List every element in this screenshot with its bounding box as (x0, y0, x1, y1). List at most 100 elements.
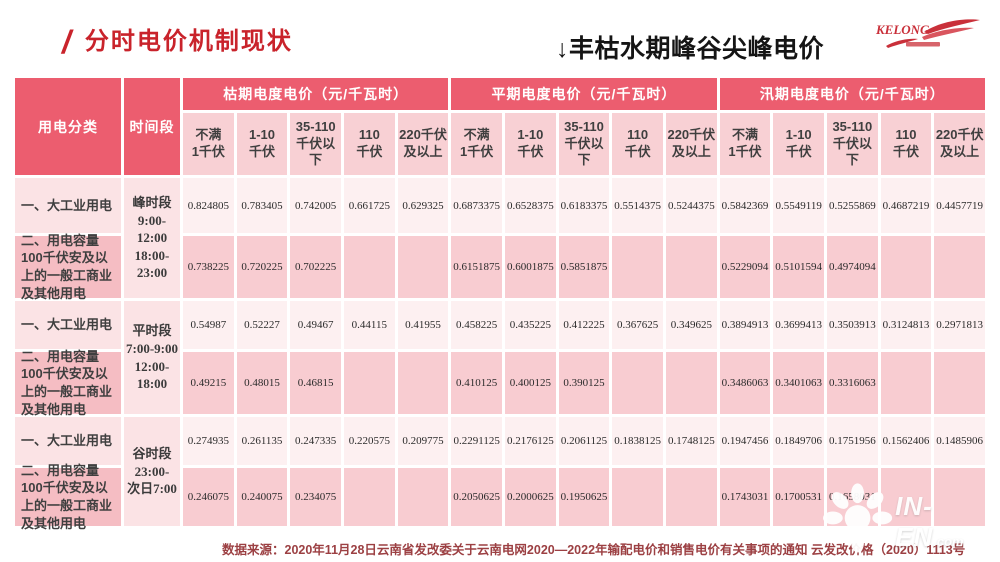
voltage-column-header: 不满 1千伏 (183, 113, 234, 175)
price-cell: 0.783405 (236, 178, 288, 233)
price-cell (612, 468, 663, 526)
voltage-column-header: 不满 1千伏 (719, 113, 771, 175)
price-cell: 0.240075 (236, 468, 288, 526)
voltage-column-header: 1-10 千伏 (505, 113, 556, 175)
price-cell: 0.5851875 (558, 236, 610, 298)
price-cell: 0.5549119 (773, 178, 824, 233)
price-cell: 0.4457719 (934, 178, 985, 233)
category-column-header: 用电分类 (15, 78, 121, 175)
period-group-header: 平期电度电价（元/千瓦时） (451, 78, 717, 110)
voltage-column-header: 35-110 千伏以下 (290, 113, 341, 175)
kelong-logo-icon: KELONG (875, 19, 980, 48)
price-cell: 0.261135 (236, 417, 288, 465)
price-cell: 0.720225 (236, 236, 288, 298)
price-cell (880, 468, 932, 526)
price-cell (344, 236, 395, 298)
price-cell: 0.6001875 (505, 236, 556, 298)
category-cell: 二、用电容量100千伏安及以上的一般工商业及其他用电 (15, 463, 121, 531)
voltage-column-header: 110 千伏 (612, 113, 663, 175)
price-cell: 0.46815 (290, 352, 341, 414)
price-cell: 0.6151875 (451, 236, 502, 298)
price-cell (666, 468, 717, 526)
time-period-cell: 平时段 7:00-9:00 12:00- 18:00 (124, 301, 180, 414)
price-cell: 0.702225 (290, 236, 341, 298)
price-cell: 0.1743031 (719, 468, 771, 526)
price-cell: 0.2050625 (451, 468, 502, 526)
price-cell: 0.48015 (236, 352, 288, 414)
price-cell: 0.5101594 (773, 236, 824, 298)
logo-subtext-mark (906, 42, 940, 47)
price-cell (666, 352, 717, 414)
voltage-column-header: 220千伏 及以上 (397, 113, 449, 175)
category-cell: 一、大工业用电 (15, 178, 121, 233)
title-slash-mark: / (62, 24, 71, 60)
price-cell: 0.390125 (558, 352, 610, 414)
logo-swoosh-mid (922, 27, 974, 40)
period-group-header: 枯期电度电价（元/千瓦时） (183, 78, 449, 110)
price-cell: 0.1849706 (773, 417, 824, 465)
price-cell (612, 236, 663, 298)
price-cell: 0.209775 (397, 417, 449, 465)
price-cell: 0.2000625 (505, 468, 556, 526)
price-cell: 0.458225 (451, 301, 502, 349)
price-cell: 0.4687219 (880, 178, 932, 233)
price-cell: 0.1748125 (666, 417, 717, 465)
data-source-note: 数据来源：2020年11月28日云南省发改委关于云南电网2020—2022年输配… (222, 543, 966, 557)
price-cell: 0.349625 (666, 301, 717, 349)
price-table: 用电分类 时间段 枯期电度电价（元/千瓦时） 平期电度电价（元/千瓦时） 汛期电度电价（… (15, 78, 985, 531)
logo-text: KELONG (875, 22, 930, 37)
page-title: 分时电价机制现状 (84, 28, 293, 55)
price-cell: 0.3316063 (827, 352, 878, 414)
price-cell: 0.220575 (344, 417, 395, 465)
price-cell: 0.2176125 (505, 417, 556, 465)
voltage-column-header: 35-110 千伏以下 (558, 113, 610, 175)
voltage-column-header: 110 千伏 (880, 113, 932, 175)
voltage-column-header: 220千伏 及以上 (666, 113, 717, 175)
page-subtitle: ↓丰枯水期峰谷尖峰电价 (556, 35, 825, 63)
price-cell: 0.367625 (612, 301, 663, 349)
price-cell: 0.1485906 (934, 417, 985, 465)
price-cell (344, 468, 395, 526)
price-cell: 0.3401063 (773, 352, 824, 414)
price-cell: 0.234075 (290, 468, 341, 526)
price-cell: 0.6528375 (505, 178, 556, 233)
price-cell: 0.3699413 (773, 301, 824, 349)
category-cell: 二、用电容量100千伏安及以上的一般工商业及其他用电 (15, 233, 121, 301)
price-cell: 0.824805 (183, 178, 234, 233)
voltage-column-header: 110 千伏 (344, 113, 395, 175)
period-group-header: 汛期电度电价（元/千瓦时） (719, 78, 985, 110)
price-cell: 0.5842369 (719, 178, 771, 233)
price-cell (934, 352, 985, 414)
price-cell (880, 236, 932, 298)
price-cell: 0.6183375 (558, 178, 610, 233)
price-cell: 0.1658031 (827, 468, 878, 526)
price-cell: 0.412225 (558, 301, 610, 349)
time-period-cell: 谷时段 23:00- 次日7:00 (124, 417, 180, 526)
price-cell: 0.400125 (505, 352, 556, 414)
voltage-column-header: 1-10 千伏 (773, 113, 824, 175)
price-cell (612, 352, 663, 414)
price-cell: 0.435225 (505, 301, 556, 349)
price-cell (397, 236, 449, 298)
price-cell: 0.2971813 (934, 301, 985, 349)
price-cell: 0.3486063 (719, 352, 771, 414)
voltage-column-header: 1-10 千伏 (236, 113, 288, 175)
price-cell: 0.742005 (290, 178, 341, 233)
price-cell: 0.274935 (183, 417, 234, 465)
price-cell (666, 236, 717, 298)
price-cell: 0.3124813 (880, 301, 932, 349)
voltage-column-header: 220千伏 及以上 (934, 113, 985, 175)
price-cell (934, 468, 985, 526)
price-cell (934, 236, 985, 298)
time-period-cell: 峰时段 9:00-12:00 18:00- 23:00 (124, 178, 180, 298)
price-cell: 0.1950625 (558, 468, 610, 526)
price-cell (397, 352, 449, 414)
price-cell: 0.1700531 (773, 468, 824, 526)
price-cell: 0.1947456 (719, 417, 771, 465)
price-cell: 0.738225 (183, 236, 234, 298)
price-cell: 0.247335 (290, 417, 341, 465)
price-cell: 0.1751956 (827, 417, 878, 465)
logo-swoosh-bottom (886, 38, 918, 48)
voltage-column-header: 不满 1千伏 (451, 113, 502, 175)
